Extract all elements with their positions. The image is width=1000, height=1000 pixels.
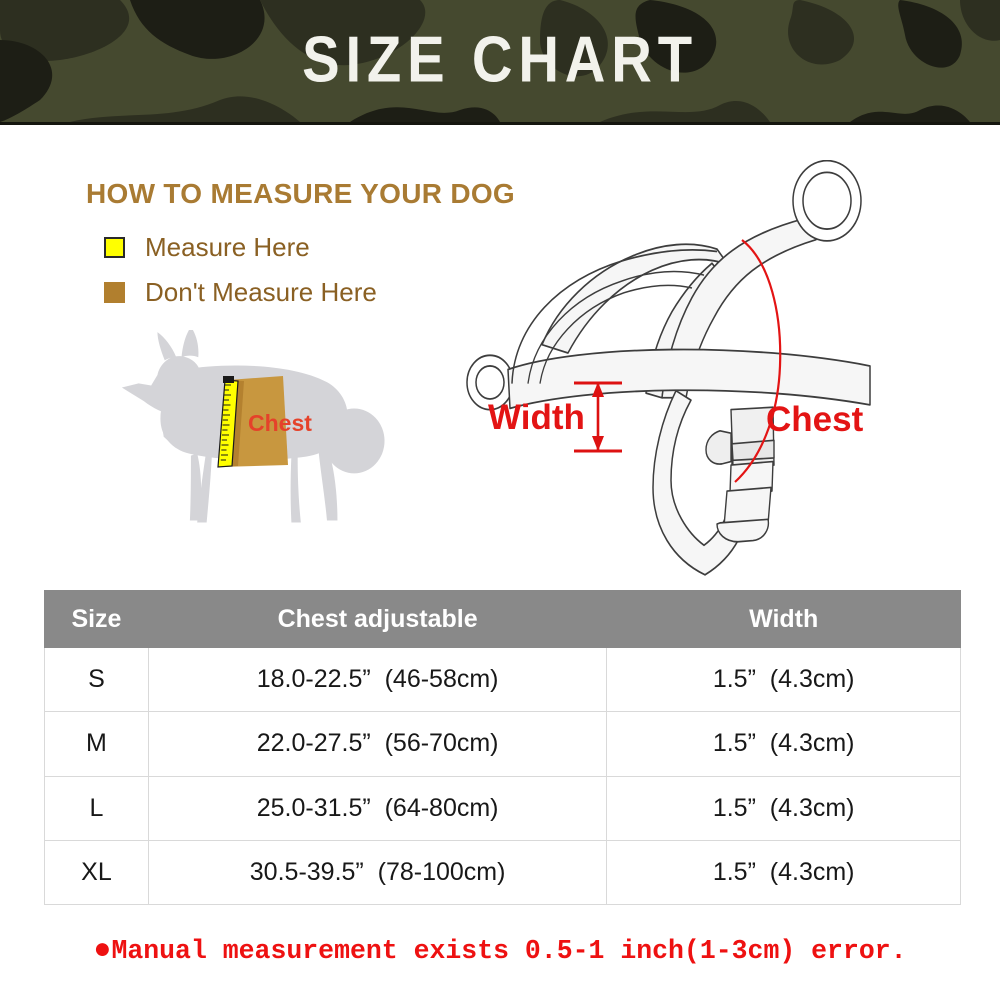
svg-text:Chest: Chest <box>766 400 864 439</box>
svg-text:Width: Width <box>488 398 585 437</box>
